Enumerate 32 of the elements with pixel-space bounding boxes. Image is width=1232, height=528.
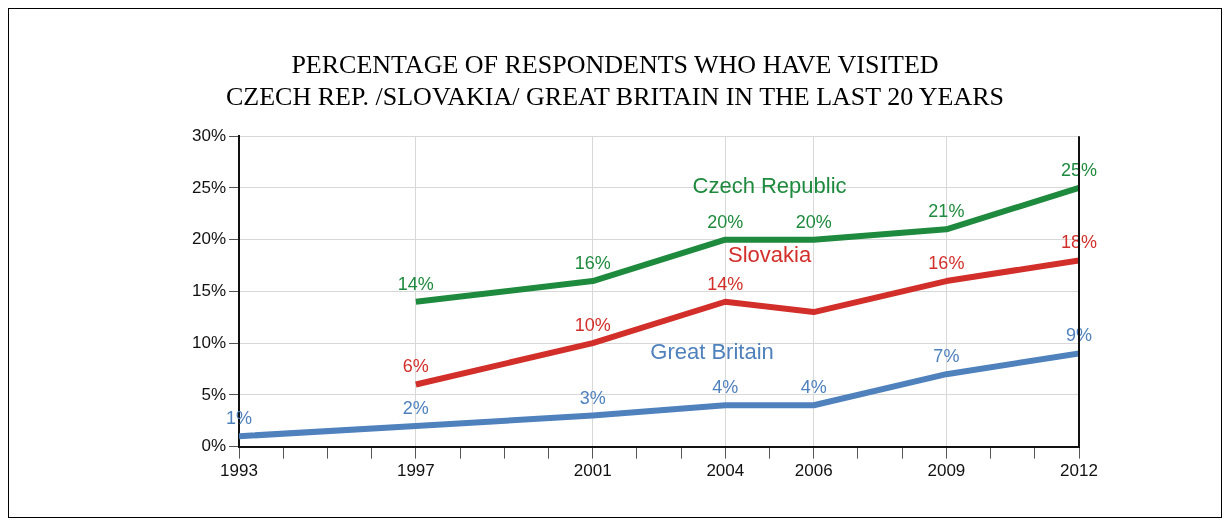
data-label: 4% [800, 377, 827, 398]
x-tick-label: 2009 [927, 461, 966, 481]
y-tick-label: 0% [201, 436, 227, 456]
data-label: 16% [574, 253, 611, 274]
y-tick-label: 5% [201, 384, 227, 404]
series-label: Czech Republic [692, 172, 847, 198]
x-tick-label: 2004 [706, 461, 745, 481]
data-label: 2% [402, 397, 429, 418]
data-label: 21% [928, 201, 965, 222]
series-label: Great Britain [650, 339, 774, 365]
data-label: 20% [795, 211, 832, 232]
data-label: 20% [707, 211, 744, 232]
series-label: Slovakia [727, 241, 812, 267]
chart-title: PERCENTAGE OF RESPONDENTS WHO HAVE VISITED CZECH REP. /SLOVAKIA/ GREAT BRITAIN IN THE LAST 20 YEARS [225, 49, 1005, 113]
data-label: 3% [579, 387, 606, 408]
y-tick-label: 20% [191, 229, 227, 249]
y-tick-label: 15% [191, 281, 227, 301]
data-label: 4% [712, 377, 739, 398]
data-label: 10% [574, 315, 611, 336]
data-label: 14% [397, 273, 434, 294]
y-tick-label: 10% [191, 332, 227, 352]
y-tick-label: 30% [191, 125, 227, 145]
data-label: 14% [707, 273, 744, 294]
y-tick-label: 25% [191, 177, 227, 197]
x-tick-label: 2006 [794, 461, 833, 481]
data-label: 7% [933, 346, 960, 367]
x-tick-label: 2001 [573, 461, 612, 481]
data-label: 16% [928, 253, 965, 274]
x-tick-label: 2012 [1060, 461, 1098, 481]
x-tick-label: 1993 [220, 461, 258, 481]
x-tick-label: 1997 [396, 461, 435, 481]
data-label: 6% [402, 356, 429, 377]
